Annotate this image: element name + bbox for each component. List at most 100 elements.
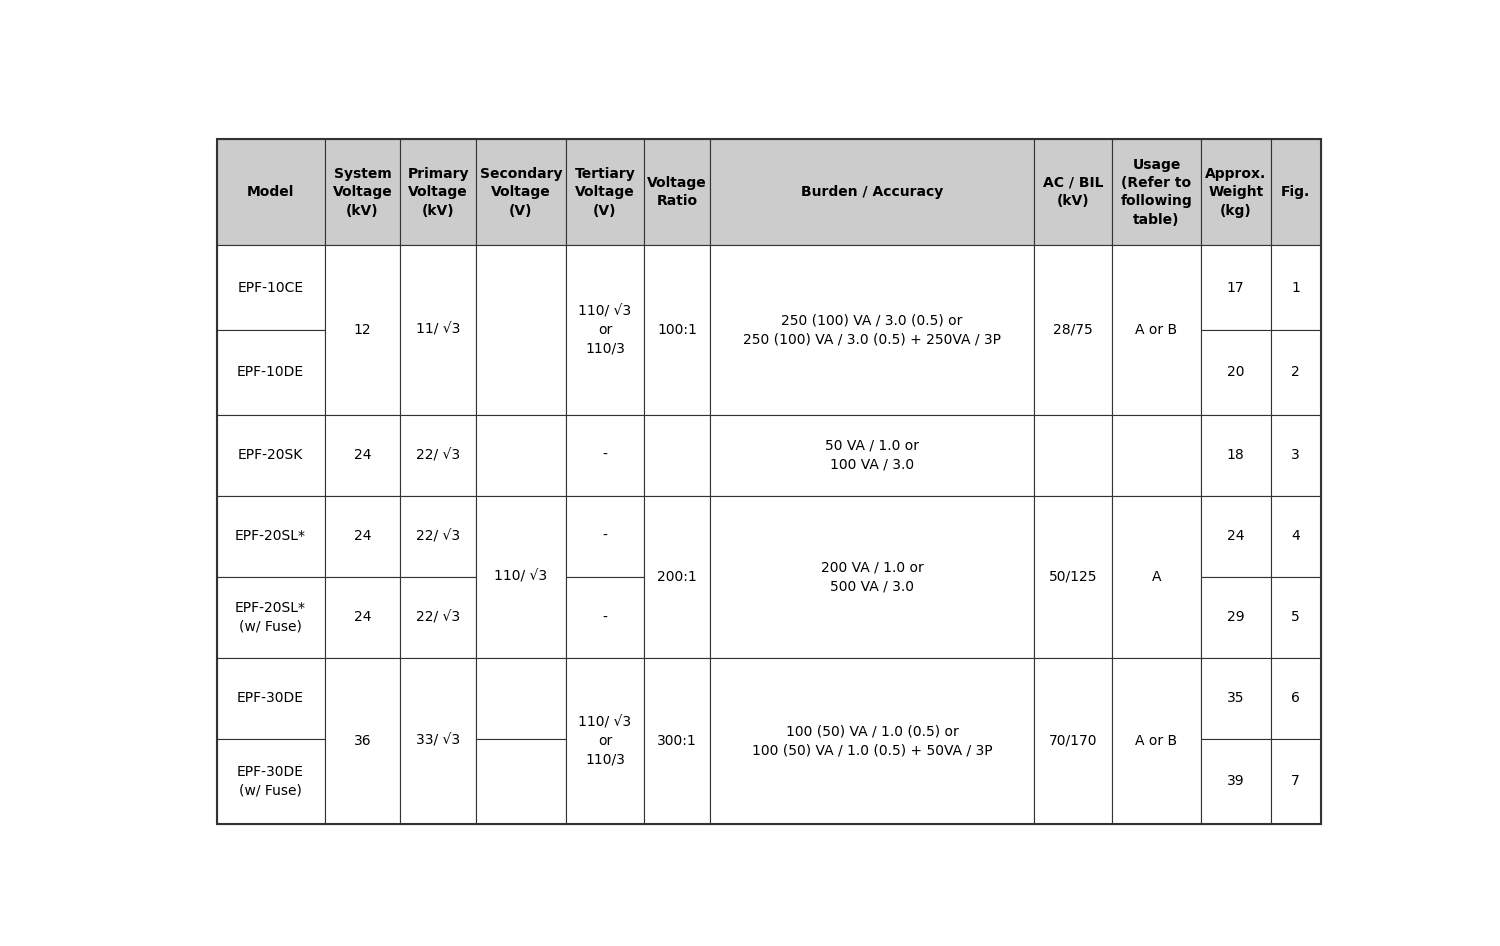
Text: 24: 24 — [1227, 529, 1245, 543]
Bar — [1202, 245, 1270, 330]
Bar — [1112, 496, 1202, 657]
Text: 28/75: 28/75 — [1053, 323, 1094, 337]
Text: 11/ √3: 11/ √3 — [416, 323, 460, 337]
Text: -: - — [603, 610, 608, 624]
Bar — [216, 657, 324, 739]
Text: Fig.: Fig. — [1281, 185, 1311, 199]
Text: 70/170: 70/170 — [1048, 734, 1098, 748]
Text: A or B: A or B — [1136, 734, 1178, 748]
Bar — [1270, 577, 1322, 657]
Bar — [476, 496, 566, 657]
Bar — [710, 414, 1034, 496]
Bar — [566, 657, 644, 824]
Text: Secondary
Voltage
(V): Secondary Voltage (V) — [480, 166, 562, 218]
Text: 29: 29 — [1227, 610, 1245, 624]
Text: 12: 12 — [354, 323, 370, 337]
Bar — [1034, 496, 1112, 657]
Text: 250 (100) VA / 3.0 (0.5) or
250 (100) VA / 3.0 (0.5) + 250VA / 3P: 250 (100) VA / 3.0 (0.5) or 250 (100) VA… — [742, 314, 1000, 346]
Bar — [1034, 139, 1112, 245]
Text: EPF-20SL*
(w/ Fuse): EPF-20SL* (w/ Fuse) — [236, 601, 306, 634]
Text: 24: 24 — [354, 610, 370, 624]
Bar — [216, 739, 324, 824]
Bar — [324, 577, 400, 657]
Bar — [710, 657, 1034, 824]
Bar — [1112, 245, 1202, 414]
Bar — [324, 414, 400, 496]
Text: Usage
(Refer to
following
table): Usage (Refer to following table) — [1120, 158, 1192, 227]
Bar — [216, 577, 324, 657]
Text: Model: Model — [248, 185, 294, 199]
Bar — [1270, 657, 1322, 739]
Text: 50/125: 50/125 — [1048, 569, 1098, 584]
Bar — [644, 414, 710, 496]
Bar — [566, 577, 644, 657]
Bar — [710, 245, 1034, 414]
Text: 33/ √3: 33/ √3 — [416, 734, 460, 748]
Text: EPF-20SK: EPF-20SK — [238, 448, 303, 463]
Bar — [1202, 139, 1270, 245]
Bar — [566, 139, 644, 245]
Bar — [644, 496, 710, 657]
Bar — [1202, 330, 1270, 414]
Text: 300:1: 300:1 — [657, 734, 698, 748]
Text: 100 (50) VA / 1.0 (0.5) or
100 (50) VA / 1.0 (0.5) + 50VA / 3P: 100 (50) VA / 1.0 (0.5) or 100 (50) VA /… — [752, 725, 993, 757]
Bar — [476, 139, 566, 245]
Text: 24: 24 — [354, 529, 370, 543]
Text: AC / BIL
(kV): AC / BIL (kV) — [1042, 176, 1104, 208]
Text: 39: 39 — [1227, 775, 1245, 788]
Text: EPF-10CE: EPF-10CE — [237, 281, 303, 294]
Bar — [1202, 414, 1270, 496]
Text: 22/ √3: 22/ √3 — [416, 448, 460, 463]
Text: 22/ √3: 22/ √3 — [416, 610, 460, 624]
Bar — [324, 139, 400, 245]
Bar — [400, 577, 476, 657]
Text: Tertiary
Voltage
(V): Tertiary Voltage (V) — [574, 166, 636, 218]
Bar — [710, 496, 1034, 657]
Text: 7: 7 — [1292, 775, 1300, 788]
Text: 1: 1 — [1292, 281, 1300, 294]
Text: 36: 36 — [354, 734, 370, 748]
Text: 100:1: 100:1 — [657, 323, 698, 337]
Bar — [566, 496, 644, 577]
Text: 200:1: 200:1 — [657, 569, 698, 584]
Text: 20: 20 — [1227, 365, 1245, 379]
Bar — [476, 657, 566, 739]
Bar — [400, 139, 476, 245]
Bar — [476, 414, 566, 496]
Text: EPF-30DE: EPF-30DE — [237, 692, 304, 706]
Bar — [324, 245, 400, 414]
Bar — [1202, 657, 1270, 739]
Bar — [644, 139, 710, 245]
Text: A: A — [1152, 569, 1161, 584]
Text: EPF-30DE
(w/ Fuse): EPF-30DE (w/ Fuse) — [237, 765, 304, 797]
Bar — [324, 657, 400, 824]
Bar — [1270, 496, 1322, 577]
Text: EPF-20SL*: EPF-20SL* — [236, 529, 306, 543]
Text: A or B: A or B — [1136, 323, 1178, 337]
Bar — [400, 657, 476, 824]
Bar — [1202, 496, 1270, 577]
Bar — [1034, 657, 1112, 824]
Text: 18: 18 — [1227, 448, 1245, 463]
Bar — [1112, 657, 1202, 824]
Text: 24: 24 — [354, 448, 370, 463]
Bar — [566, 245, 644, 414]
Bar — [476, 245, 566, 414]
Bar — [566, 414, 644, 496]
Text: -: - — [603, 529, 608, 543]
Bar — [1034, 245, 1112, 414]
Bar — [644, 657, 710, 824]
Bar — [1270, 414, 1322, 496]
Bar — [1112, 414, 1202, 496]
Bar — [216, 245, 324, 330]
Text: 4: 4 — [1292, 529, 1300, 543]
Bar — [710, 139, 1034, 245]
Text: 3: 3 — [1292, 448, 1300, 463]
Bar — [324, 496, 400, 577]
Bar — [644, 245, 710, 414]
Text: EPF-10DE: EPF-10DE — [237, 365, 304, 379]
Text: 50 VA / 1.0 or
100 VA / 3.0: 50 VA / 1.0 or 100 VA / 3.0 — [825, 439, 920, 471]
Text: Primary
Voltage
(kV): Primary Voltage (kV) — [408, 166, 470, 218]
Bar — [1034, 414, 1112, 496]
Text: 110/ √3: 110/ √3 — [495, 569, 548, 584]
